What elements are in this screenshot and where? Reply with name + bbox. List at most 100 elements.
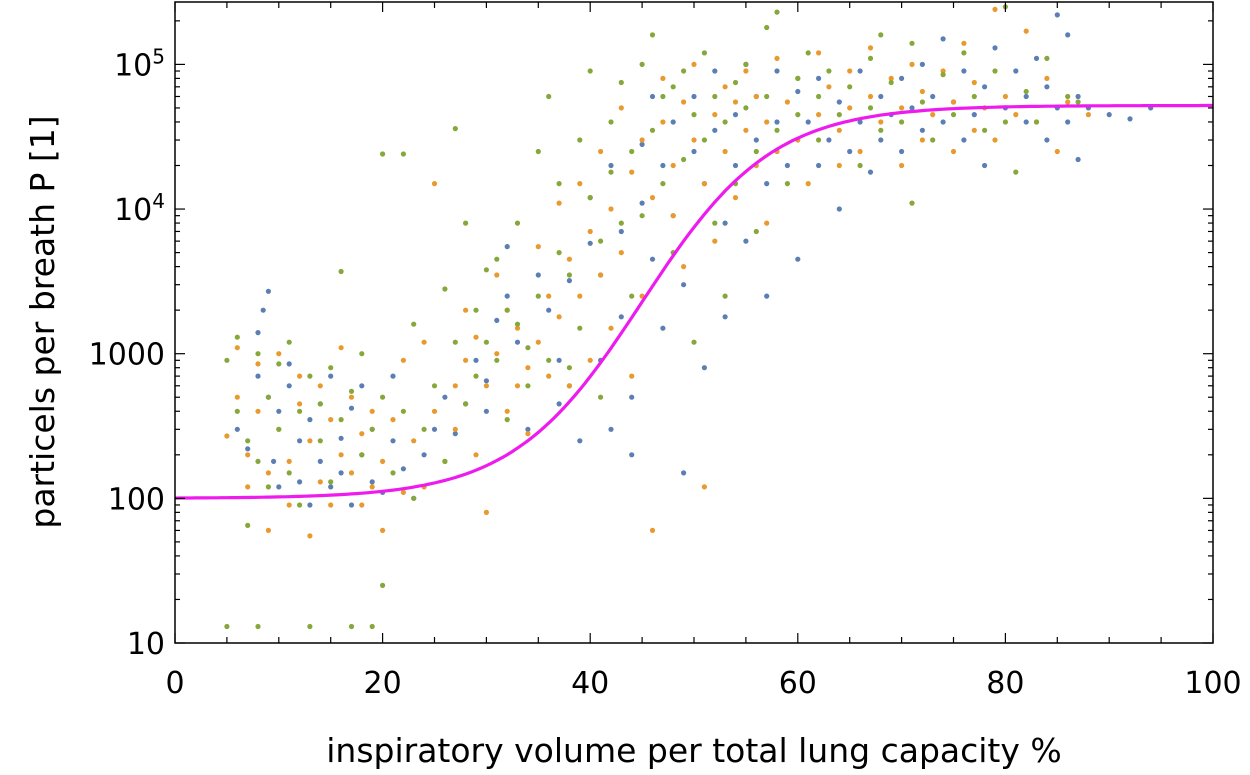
data-point-s0-7	[271, 458, 277, 464]
data-point-s0-136	[1106, 112, 1112, 118]
data-point-s0-59	[618, 228, 624, 235]
data-point-s1-71	[608, 325, 614, 331]
data-point-s1-133	[992, 6, 998, 12]
data-point-s0-52	[577, 438, 583, 444]
data-point-s2-126	[930, 137, 936, 143]
data-point-s0-128	[1044, 84, 1050, 90]
data-point-s2-80	[639, 213, 645, 219]
data-point-s0-47	[546, 307, 552, 313]
data-point-s1-123	[919, 137, 926, 143]
data-point-s2-137	[1033, 119, 1040, 125]
data-point-s0-16	[317, 458, 323, 464]
data-point-s1-22	[338, 345, 344, 351]
data-point-s2-3	[234, 408, 240, 414]
data-point-s0-118	[971, 112, 977, 118]
data-point-s1-69	[598, 272, 604, 278]
data-point-s2-30	[369, 623, 375, 630]
data-point-s0-58	[608, 162, 614, 169]
data-point-s0-61	[629, 394, 635, 400]
data-point-s1-137	[1023, 28, 1029, 34]
data-point-s2-47	[473, 307, 479, 313]
data-point-s1-87	[691, 137, 697, 143]
data-point-s2-39	[421, 426, 427, 432]
data-point-s0-110	[919, 127, 926, 133]
data-point-s0-39	[483, 378, 489, 384]
data-point-s0-62	[629, 452, 635, 458]
data-point-s2-125	[919, 99, 926, 105]
data-point-s1-139	[1044, 75, 1050, 81]
data-point-s2-12	[276, 426, 282, 432]
data-point-s0-82	[732, 162, 739, 169]
data-point-s0-29	[390, 438, 396, 444]
data-point-s0-42	[504, 244, 510, 250]
points-layer	[224, 4, 1154, 630]
data-point-s1-79	[649, 195, 656, 201]
data-point-s0-19	[328, 373, 334, 379]
data-point-s0-63	[639, 141, 645, 147]
data-point-s2-77	[629, 293, 635, 299]
data-point-s0-27	[369, 479, 375, 485]
data-point-s2-44	[452, 339, 458, 345]
data-point-s0-84	[743, 238, 749, 244]
data-point-s1-41	[452, 426, 458, 432]
data-point-s0-25	[359, 383, 365, 389]
data-point-s0-94	[805, 119, 811, 125]
data-point-s1-91	[712, 238, 718, 244]
data-point-s2-70	[587, 195, 593, 201]
data-point-s0-96	[816, 75, 822, 81]
data-point-s2-66	[566, 272, 573, 278]
data-point-s2-35	[400, 151, 406, 157]
data-point-s1-95	[732, 99, 739, 105]
data-point-s0-77	[712, 68, 718, 74]
data-point-s1-10	[276, 351, 282, 357]
data-point-s1-122	[909, 61, 915, 67]
data-point-s0-11	[286, 383, 292, 389]
data-point-s0-105	[878, 137, 884, 143]
y-axis-title: particels per breath P [1]	[23, 115, 62, 528]
data-point-s1-89	[701, 484, 708, 490]
data-point-s1-40	[452, 383, 458, 389]
data-point-s2-38	[411, 495, 417, 501]
data-point-s1-59	[546, 293, 552, 299]
data-point-s1-108	[816, 112, 822, 118]
data-point-s0-131	[1065, 32, 1071, 38]
data-point-s0-1	[245, 446, 251, 452]
data-point-s1-130	[971, 127, 977, 133]
data-point-s2-13	[286, 470, 292, 476]
data-point-s1-63	[566, 383, 573, 389]
data-point-s2-34	[390, 470, 396, 476]
data-point-s2-27	[359, 452, 365, 458]
data-point-s2-99	[743, 61, 749, 67]
data-point-s1-14	[297, 373, 303, 379]
data-point-s2-95	[722, 293, 728, 299]
data-point-s1-47	[483, 509, 489, 515]
data-point-s1-116	[867, 93, 874, 100]
data-point-s0-64	[639, 200, 645, 206]
data-point-s0-89	[774, 119, 780, 125]
data-point-s2-14	[286, 339, 292, 345]
data-point-s1-46	[483, 383, 489, 389]
data-point-s0-9	[276, 408, 282, 414]
data-point-s0-102	[857, 68, 863, 74]
data-point-s2-87	[681, 156, 687, 163]
data-point-s0-120	[982, 84, 988, 90]
data-point-s0-98	[836, 206, 842, 212]
data-point-s2-6	[255, 623, 261, 630]
data-point-s1-76	[639, 137, 645, 143]
data-point-s1-80	[660, 75, 666, 81]
data-point-s0-137	[1127, 116, 1133, 122]
x-tick-label-2: 40	[571, 666, 609, 701]
data-point-s2-37	[411, 321, 417, 327]
data-point-s1-56	[535, 339, 541, 345]
data-point-s0-14	[307, 417, 313, 423]
data-point-s1-94	[732, 195, 739, 201]
data-point-s0-116	[961, 137, 967, 143]
data-point-s0-35	[442, 394, 448, 400]
data-point-s2-140	[1075, 99, 1081, 105]
data-point-s1-44	[473, 334, 479, 340]
data-point-s2-15	[297, 408, 303, 414]
data-point-s1-135	[1002, 93, 1009, 100]
data-point-s1-117	[867, 45, 874, 51]
data-point-s1-110	[826, 84, 832, 90]
